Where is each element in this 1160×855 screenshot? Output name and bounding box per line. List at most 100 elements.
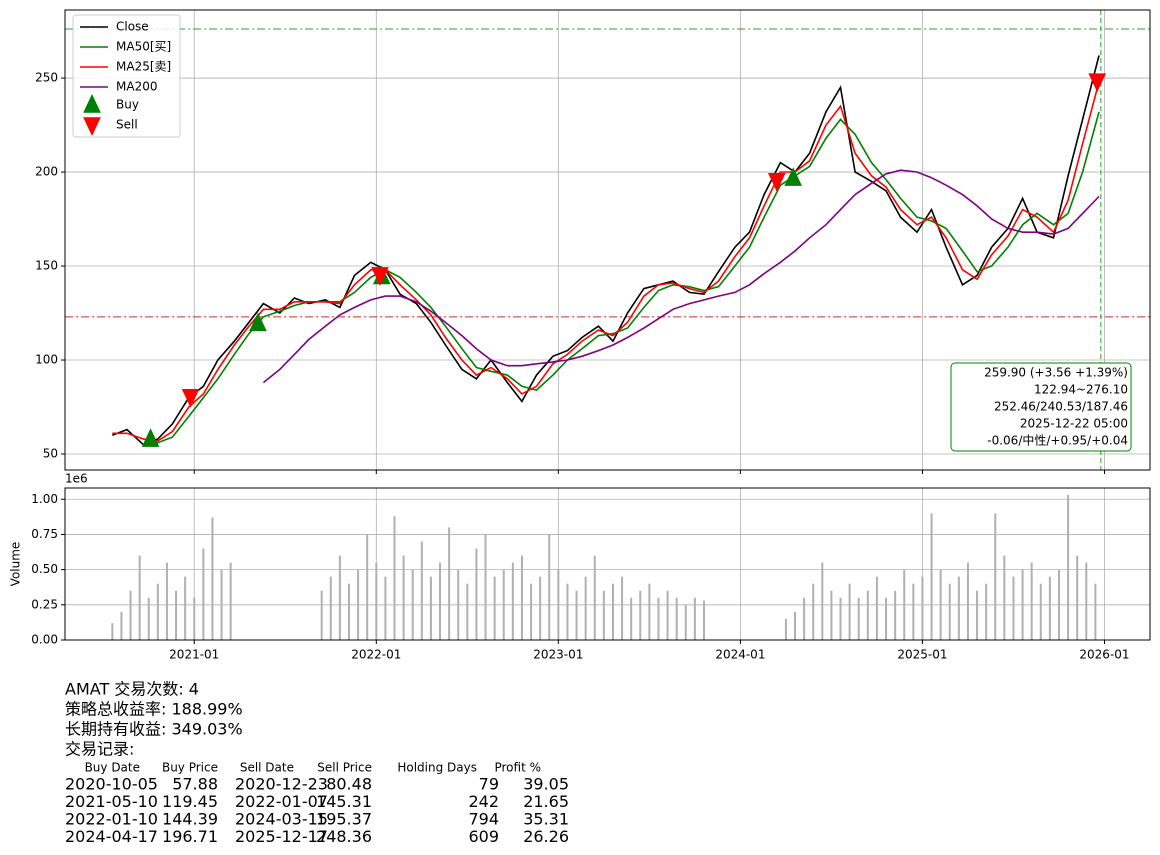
volume-bar bbox=[903, 569, 906, 640]
table-cell: 145.31 bbox=[316, 792, 372, 811]
volume-bar bbox=[1094, 583, 1097, 640]
annotation-text: 259.90 (+3.56 +1.39%) bbox=[984, 366, 1128, 380]
table-cell: 794 bbox=[468, 810, 499, 829]
volume-bar bbox=[466, 583, 469, 640]
volume-bar bbox=[220, 569, 223, 640]
table-cell: 2021-05-10 bbox=[65, 792, 158, 811]
volume-bar bbox=[530, 583, 533, 640]
offset-label: 1e6 bbox=[65, 472, 88, 486]
table-cell: 119.45 bbox=[162, 792, 218, 811]
volume-bar bbox=[420, 541, 423, 640]
series-line bbox=[112, 81, 1100, 442]
volume-bar bbox=[429, 576, 432, 640]
volume-bar bbox=[484, 534, 487, 640]
volume-bar bbox=[957, 576, 960, 640]
volume-bar bbox=[921, 576, 924, 640]
table-cell: 2020-10-05 bbox=[65, 775, 158, 794]
volume-bar bbox=[1021, 569, 1024, 640]
volume-bar bbox=[812, 583, 815, 640]
volume-bar bbox=[184, 576, 187, 640]
volume-bar bbox=[1085, 562, 1088, 640]
volume-bar bbox=[948, 583, 951, 640]
y-tick-label: 100 bbox=[35, 353, 58, 367]
volume-bar bbox=[648, 583, 651, 640]
y-tick-label: 0.00 bbox=[31, 633, 58, 647]
volume-bar bbox=[193, 597, 196, 640]
volume-bar bbox=[138, 555, 141, 640]
annotation-text: -0.06/中性/+0.95/+0.04 bbox=[987, 433, 1128, 448]
annotation-text: 122.94~276.10 bbox=[1034, 383, 1128, 397]
volume-bar bbox=[584, 576, 587, 640]
volume-bar bbox=[375, 562, 378, 640]
volume-bar bbox=[320, 590, 323, 640]
x-tick-label: 2024-01 bbox=[715, 648, 765, 662]
table-cell: 248.36 bbox=[316, 827, 372, 846]
volume-bar bbox=[821, 562, 824, 640]
volume-bar bbox=[557, 569, 560, 640]
table-cell: 196.71 bbox=[162, 827, 218, 846]
legend-label: Close bbox=[116, 20, 149, 34]
volume-bar bbox=[830, 590, 833, 640]
volume-bar bbox=[621, 576, 624, 640]
table-cell: 2024-04-17 bbox=[65, 827, 158, 846]
volume-bar bbox=[784, 618, 787, 640]
volume-bar bbox=[347, 583, 350, 640]
volume-bar bbox=[111, 623, 114, 640]
y-tick-label: 250 bbox=[35, 71, 58, 85]
legend-label: MA25[卖] bbox=[116, 60, 171, 74]
table-cell: 2024-03-15 bbox=[235, 810, 328, 829]
table-header: Holding Days bbox=[397, 761, 477, 775]
volume-bar bbox=[1057, 569, 1060, 640]
volume-bar bbox=[439, 562, 442, 640]
volume-bar bbox=[384, 576, 387, 640]
volume-bar bbox=[1076, 555, 1079, 640]
legend-label: MA200 bbox=[116, 80, 157, 94]
volume-bar bbox=[803, 597, 806, 640]
series-line bbox=[143, 111, 1100, 444]
volume-bar bbox=[611, 583, 614, 640]
volume-bar bbox=[966, 562, 969, 640]
volume-bar bbox=[229, 562, 232, 640]
volume-bar bbox=[675, 597, 678, 640]
volume-bar bbox=[639, 590, 642, 640]
volume-bar bbox=[120, 611, 123, 640]
legend-label: Buy bbox=[116, 98, 139, 112]
table-cell: 2022-01-07 bbox=[235, 792, 328, 811]
volume-bar bbox=[511, 562, 514, 640]
table-header: Buy Price bbox=[162, 761, 218, 775]
volume-bar bbox=[994, 513, 997, 640]
volume-bar bbox=[702, 600, 705, 640]
volume-bar bbox=[520, 555, 523, 640]
trade-marker bbox=[371, 267, 389, 286]
table-cell: 2022-01-10 bbox=[65, 810, 158, 829]
volume-bar bbox=[848, 583, 851, 640]
volume-bar bbox=[657, 597, 660, 640]
volume-bar bbox=[448, 527, 451, 640]
volume-bar bbox=[402, 555, 405, 640]
volume-bar bbox=[939, 569, 942, 640]
y-tick-label: 0.50 bbox=[31, 562, 58, 576]
volume-bar bbox=[630, 597, 633, 640]
table-cell: 21.65 bbox=[523, 792, 569, 811]
volume-bar bbox=[866, 590, 869, 640]
legend-label: Sell bbox=[116, 118, 138, 132]
volume-bar bbox=[885, 597, 888, 640]
table-cell: 35.31 bbox=[523, 810, 569, 829]
volume-bar bbox=[175, 590, 178, 640]
volume-bar bbox=[338, 555, 341, 640]
volume-bar bbox=[393, 516, 396, 640]
volume-bar bbox=[475, 548, 478, 640]
volume-bar bbox=[1030, 562, 1033, 640]
trade-marker bbox=[768, 173, 786, 192]
table-cell: 80.48 bbox=[326, 775, 372, 794]
annotation-box bbox=[950, 362, 1132, 452]
volume-bar bbox=[684, 604, 687, 640]
table-header: Profit % bbox=[494, 761, 541, 775]
x-tick-label: 2021-01 bbox=[169, 648, 219, 662]
summary-line: 交易记录: bbox=[65, 740, 134, 759]
volume-bar bbox=[602, 590, 605, 640]
volume-bar bbox=[666, 590, 669, 640]
volume-bar bbox=[411, 569, 414, 640]
